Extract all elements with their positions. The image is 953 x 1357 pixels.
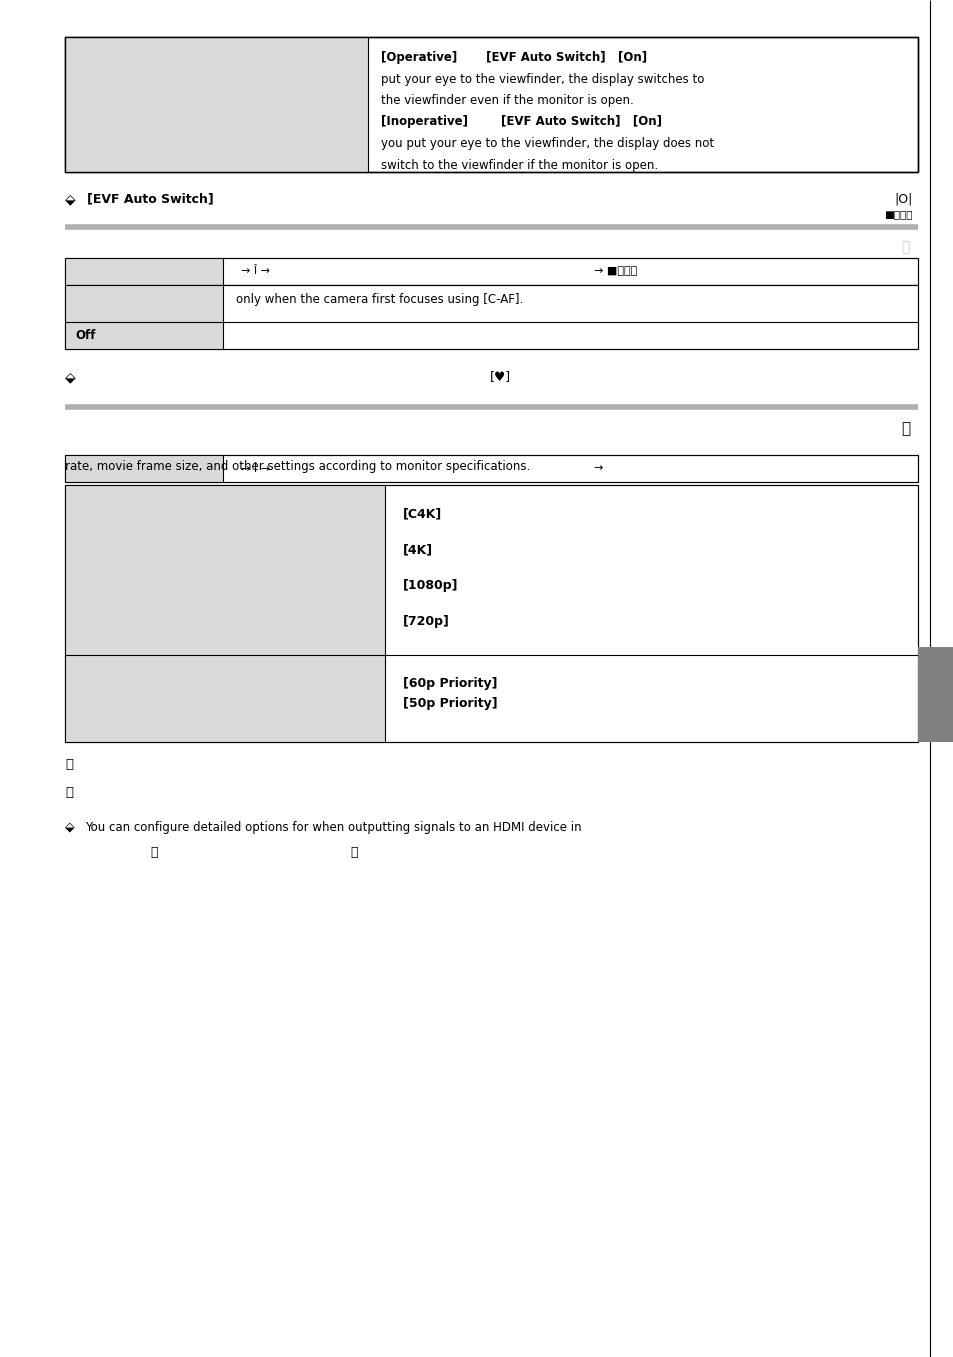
Text: You can configure detailed options for when outputting signals to an HDMI device: You can configure detailed options for w…	[85, 821, 581, 833]
Bar	[65, 455, 917, 482]
Text: [EVF Auto Switch]: [EVF Auto Switch]	[87, 193, 213, 205]
Bar	[65, 484, 917, 742]
Text: ⓘ: ⓘ	[65, 786, 73, 798]
Text: →: →	[593, 464, 602, 474]
Text: [720p]: [720p]	[402, 615, 449, 628]
Text: [60p Priority]: [60p Priority]	[402, 677, 497, 689]
Text: switch to the viewfinder if the monitor is open.: switch to the viewfinder if the monitor …	[380, 159, 658, 171]
Text: 🎥: 🎥	[900, 422, 909, 437]
Text: ⬙: ⬙	[65, 370, 75, 384]
Text: 📷: 📷	[150, 845, 157, 859]
Text: only when the camera first focuses using [C-AF].: only when the camera first focuses using…	[235, 293, 522, 305]
Bar	[65, 258, 917, 285]
Bar	[65, 484, 917, 742]
Bar	[65, 37, 917, 172]
Text: [C4K]: [C4K]	[402, 508, 441, 520]
Text: [50p Priority]: [50p Priority]	[402, 697, 497, 710]
Bar	[65, 285, 223, 349]
Text: [Inoperative]        [EVF Auto Switch]   [On]: [Inoperative] [EVF Auto Switch] [On]	[380, 115, 661, 129]
Bar	[65, 258, 223, 285]
Bar	[65, 455, 223, 482]
Text: → ■⧗⧗⧗: → ■⧗⧗⧗	[593, 266, 637, 277]
Text: 🎥: 🎥	[350, 845, 357, 859]
Text: [4K]: [4K]	[402, 543, 433, 556]
Text: [1080p]: [1080p]	[402, 579, 457, 592]
Bar	[65, 455, 917, 482]
Bar	[65, 37, 368, 172]
Bar	[65, 484, 384, 742]
Bar	[65, 258, 917, 285]
Text: → Î →: → Î →	[240, 266, 270, 277]
Text: 🎥: 🎥	[901, 240, 909, 254]
Text: ⬙: ⬙	[65, 191, 75, 206]
Text: → Î →: → Î →	[240, 464, 270, 474]
Bar	[917, 647, 953, 742]
Text: put your eye to the viewfinder, the display switches to: put your eye to the viewfinder, the disp…	[380, 72, 703, 85]
Text: Off: Off	[75, 328, 95, 342]
Text: ⬙: ⬙	[65, 821, 74, 833]
Text: [♥]: [♥]	[489, 370, 510, 384]
Text: you put your eye to the viewfinder, the display does not: you put your eye to the viewfinder, the …	[380, 137, 713, 151]
Text: [Operative]       [EVF Auto Switch]   [On]: [Operative] [EVF Auto Switch] [On]	[380, 52, 646, 64]
Text: the viewfinder even if the monitor is open.: the viewfinder even if the monitor is op…	[380, 94, 633, 107]
Text: ⓘ: ⓘ	[65, 759, 73, 772]
Bar	[65, 285, 917, 349]
Text: ■⧗⧗⧗: ■⧗⧗⧗	[883, 209, 912, 218]
Text: |O|: |O|	[894, 193, 912, 205]
Bar	[65, 285, 917, 349]
Text: rate, movie frame size, and other settings according to monitor specifications.: rate, movie frame size, and other settin…	[65, 460, 530, 474]
Bar	[65, 37, 917, 172]
